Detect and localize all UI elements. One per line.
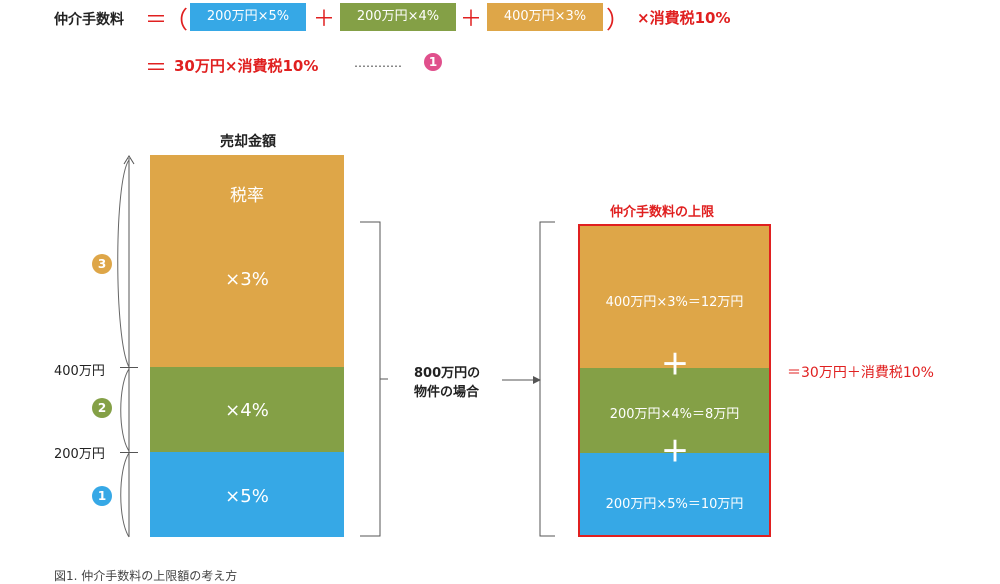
left-segment-2: ×4% bbox=[150, 367, 344, 452]
formula-equals-2: ＝ bbox=[145, 56, 168, 81]
brace-segment-1 bbox=[120, 452, 130, 538]
right-total: ＝30万円＋消費税10% bbox=[787, 365, 934, 381]
figure-caption: 図1. 仲介手数料の上限額の考え方 bbox=[54, 569, 238, 583]
arrow-right-icon bbox=[502, 376, 541, 384]
right-segment-2: 200万円×4%＝8万円 bbox=[580, 368, 769, 453]
left-axis bbox=[117, 155, 135, 538]
formula-label: 仲介手数料 bbox=[54, 12, 124, 28]
formula-tax: ×消費税10% bbox=[637, 9, 731, 27]
right-column-title: 仲介手数料の上限 bbox=[610, 205, 715, 220]
formula-term-1: 200万円×5% bbox=[190, 3, 306, 31]
left-segment-1: ×5% bbox=[150, 452, 344, 537]
formula-result: 30万円×消費税10% bbox=[174, 57, 319, 75]
badge-1: 1 bbox=[92, 486, 112, 506]
brace-segment-3 bbox=[117, 159, 130, 368]
formula-term-2: 200万円×4% bbox=[340, 3, 456, 31]
left-bracket bbox=[360, 221, 388, 537]
badge-3: 3 bbox=[92, 254, 112, 274]
brace-segment-2 bbox=[120, 368, 130, 452]
right-segment-1-label: 200万円×5%＝10万円 bbox=[605, 497, 744, 512]
formula-close-paren: ） bbox=[606, 6, 630, 34]
formula-equals-1: ＝ bbox=[145, 8, 168, 33]
formula-plus-1: ＋ bbox=[313, 7, 336, 32]
badge-2: 2 bbox=[92, 398, 112, 418]
left-column-title: 売却金額 bbox=[220, 134, 276, 150]
formula-ref-badge: 1 bbox=[424, 53, 442, 71]
right-column-frame: 400万円×3%＝12万円 200万円×4%＝8万円 200万円×5%＝10万円 bbox=[578, 224, 771, 537]
tick-400 bbox=[120, 367, 138, 368]
mark-400-label: 400万円 bbox=[54, 364, 105, 379]
right-bracket bbox=[539, 221, 555, 537]
tick-200 bbox=[120, 452, 138, 453]
formula-open-paren: （ bbox=[164, 6, 188, 34]
middle-line-1: 800万円の bbox=[414, 366, 481, 381]
mark-200-label: 200万円 bbox=[54, 447, 105, 462]
right-segment-2-label: 200万円×4%＝8万円 bbox=[609, 407, 740, 422]
arrow-up-icon bbox=[123, 155, 135, 165]
right-segment-1: 200万円×5%＝10万円 bbox=[580, 453, 769, 535]
left-segment-3: 税率 ×3% bbox=[150, 155, 344, 367]
middle-line-2: 物件の場合 bbox=[414, 385, 480, 400]
left-segment-1-rate: ×5% bbox=[225, 486, 269, 507]
formula-dots: ………… bbox=[354, 56, 402, 70]
right-segment-3-label: 400万円×3%＝12万円 bbox=[605, 295, 744, 310]
formula-plus-2: ＋ bbox=[460, 7, 483, 32]
tax-rate-label: 税率 bbox=[230, 186, 264, 206]
plus-icon-upper: ＋ bbox=[661, 348, 690, 381]
plus-icon-lower: ＋ bbox=[661, 435, 690, 468]
left-segment-2-rate: ×4% bbox=[225, 400, 269, 421]
left-segment-3-rate: ×3% bbox=[225, 269, 269, 290]
right-segment-3: 400万円×3%＝12万円 bbox=[580, 226, 769, 368]
formula-term-3: 400万円×3% bbox=[487, 3, 603, 31]
